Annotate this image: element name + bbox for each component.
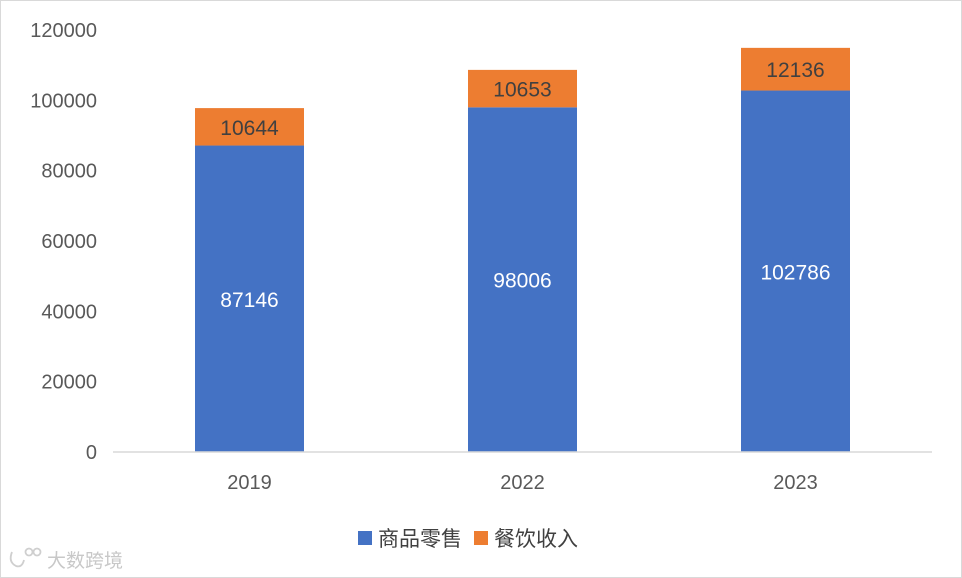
x-tick-label: 2019 (227, 472, 272, 494)
bar-segment (741, 47, 850, 91)
bar-segment (195, 145, 304, 452)
watermark-text: 大数跨境 (47, 550, 123, 572)
legend-item: 餐饮收入 (474, 527, 578, 551)
x-tick-label: 2023 (773, 472, 818, 494)
bar-segment (468, 69, 577, 108)
watermark: 大数跨境 (9, 547, 123, 572)
bar-segment (741, 90, 850, 453)
data-label: 12136 (766, 59, 824, 82)
data-label: 98006 (493, 270, 551, 293)
y-tick-label: 100000 (30, 90, 97, 112)
legend-label: 餐饮收入 (494, 527, 578, 551)
bar-segment (195, 108, 304, 146)
x-axis: 2019 2022 2023 (227, 472, 818, 494)
y-axis: 0 20000 40000 60000 80000 100000 120000 (30, 20, 97, 464)
data-label: 10653 (493, 79, 551, 102)
y-tick-label: 120000 (30, 20, 97, 42)
y-tick-label: 0 (86, 442, 97, 464)
data-label: 10644 (220, 117, 279, 140)
x-tick-label: 2022 (500, 472, 545, 494)
bar-segment (468, 107, 577, 452)
legend: 商品零售 餐饮收入 (358, 527, 578, 551)
legend-label: 商品零售 (378, 527, 462, 551)
y-tick-label: 60000 (41, 231, 97, 253)
data-label: 87146 (220, 289, 278, 312)
bars: 87146 10644 98006 10653 102786 12136 (195, 47, 850, 453)
legend-item: 商品零售 (358, 527, 462, 551)
legend-swatch (474, 531, 488, 545)
y-tick-label: 80000 (41, 161, 97, 183)
watermark-logo-icon (9, 547, 42, 568)
legend-swatch (358, 531, 372, 545)
y-tick-label: 20000 (41, 372, 97, 394)
y-tick-label: 40000 (41, 301, 97, 323)
data-label: 102786 (760, 261, 830, 284)
